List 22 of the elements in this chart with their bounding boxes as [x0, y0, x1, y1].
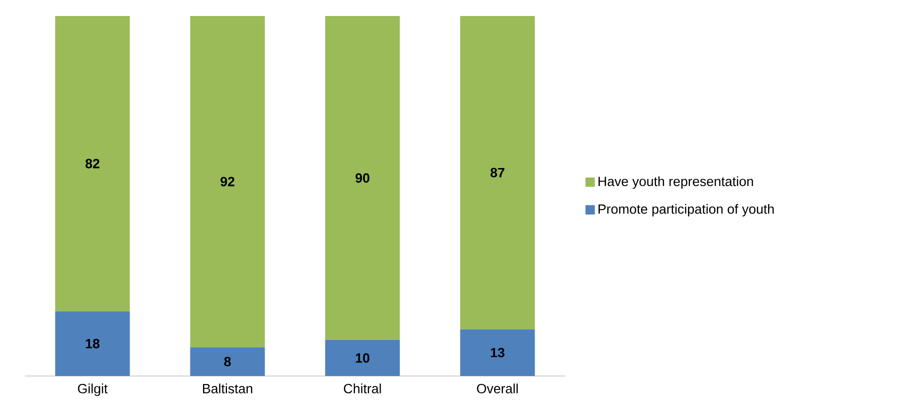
- bar: [325, 16, 400, 340]
- bar: [190, 16, 265, 348]
- bar: [55, 16, 130, 312]
- x-tick-label: Overall: [477, 384, 518, 394]
- data-label: 18: [86, 338, 100, 348]
- bar: [460, 329, 535, 376]
- data-label: 10: [356, 353, 370, 363]
- data-label: 13: [490, 348, 504, 358]
- bar: [460, 16, 535, 330]
- x-tick-label: Gilgit: [78, 384, 108, 396]
- data-label: 82: [86, 158, 100, 168]
- x-tick-label: Baltistan: [203, 384, 252, 394]
- data-label: 92: [220, 176, 234, 186]
- bar: [55, 311, 130, 376]
- bar: [325, 340, 400, 376]
- legend-label: Have youth representation: [598, 176, 753, 189]
- data-label: 87: [490, 168, 504, 178]
- x-tick-label: Chitral: [344, 384, 381, 394]
- bar: [190, 347, 265, 376]
- data-label: 90: [356, 173, 370, 183]
- legend-label: Promote participation of youth: [598, 204, 774, 216]
- data-label: 8: [224, 356, 231, 366]
